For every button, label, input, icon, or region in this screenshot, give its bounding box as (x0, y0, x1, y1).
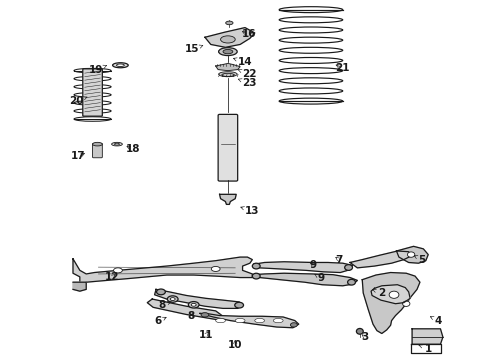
Ellipse shape (252, 273, 260, 279)
Polygon shape (254, 273, 357, 286)
Ellipse shape (188, 302, 199, 308)
Ellipse shape (201, 313, 209, 317)
Ellipse shape (235, 319, 245, 323)
Text: 19: 19 (89, 64, 107, 75)
FancyBboxPatch shape (218, 114, 238, 181)
Text: 5: 5 (414, 255, 425, 265)
FancyBboxPatch shape (93, 143, 102, 158)
Polygon shape (147, 299, 223, 320)
Text: 20: 20 (69, 96, 87, 106)
Ellipse shape (216, 319, 225, 323)
Text: 13: 13 (241, 206, 260, 216)
Ellipse shape (114, 268, 122, 273)
Polygon shape (371, 285, 410, 304)
Ellipse shape (356, 328, 363, 334)
Text: 7: 7 (335, 255, 343, 265)
Text: 22: 22 (238, 69, 256, 79)
Polygon shape (362, 273, 420, 333)
Ellipse shape (157, 289, 165, 295)
Text: 10: 10 (228, 340, 243, 350)
Ellipse shape (219, 48, 237, 55)
Text: 18: 18 (125, 144, 140, 154)
Ellipse shape (117, 64, 124, 67)
Text: 12: 12 (105, 272, 120, 282)
Polygon shape (200, 314, 299, 328)
Ellipse shape (344, 265, 352, 270)
Ellipse shape (273, 319, 283, 323)
Text: 11: 11 (198, 330, 213, 340)
Text: 16: 16 (242, 30, 256, 39)
Ellipse shape (219, 72, 237, 77)
Ellipse shape (115, 143, 120, 145)
FancyBboxPatch shape (83, 69, 102, 116)
Text: 2: 2 (372, 288, 386, 298)
Ellipse shape (191, 303, 196, 306)
Ellipse shape (252, 263, 260, 269)
Polygon shape (155, 289, 243, 309)
Text: 17: 17 (71, 151, 85, 161)
Ellipse shape (291, 323, 297, 327)
Polygon shape (216, 63, 240, 71)
Ellipse shape (112, 142, 122, 146)
Polygon shape (73, 282, 86, 291)
Text: 14: 14 (233, 57, 252, 67)
Ellipse shape (403, 301, 410, 306)
Text: 4: 4 (430, 316, 441, 325)
Ellipse shape (408, 252, 415, 257)
Text: 8: 8 (188, 311, 195, 321)
Ellipse shape (211, 266, 220, 271)
Polygon shape (396, 246, 428, 263)
Polygon shape (205, 28, 255, 47)
Text: 9: 9 (310, 260, 317, 270)
Ellipse shape (226, 21, 233, 25)
Ellipse shape (255, 319, 265, 323)
Ellipse shape (223, 49, 233, 54)
Text: 9: 9 (315, 273, 325, 283)
Ellipse shape (347, 279, 355, 285)
Ellipse shape (389, 291, 399, 298)
Polygon shape (73, 257, 252, 285)
Text: 6: 6 (154, 316, 166, 326)
Polygon shape (220, 194, 236, 204)
Polygon shape (412, 329, 443, 344)
Text: 3: 3 (361, 332, 368, 342)
Ellipse shape (113, 63, 128, 68)
Text: 23: 23 (238, 78, 256, 88)
Polygon shape (254, 262, 352, 273)
Ellipse shape (167, 296, 178, 302)
Ellipse shape (235, 302, 244, 308)
Ellipse shape (170, 298, 175, 301)
Text: 8: 8 (158, 300, 171, 310)
Text: 21: 21 (336, 63, 350, 73)
Text: 15: 15 (185, 45, 203, 54)
Text: 1: 1 (419, 343, 432, 354)
Ellipse shape (93, 142, 102, 146)
Polygon shape (350, 251, 411, 268)
Ellipse shape (220, 36, 235, 43)
